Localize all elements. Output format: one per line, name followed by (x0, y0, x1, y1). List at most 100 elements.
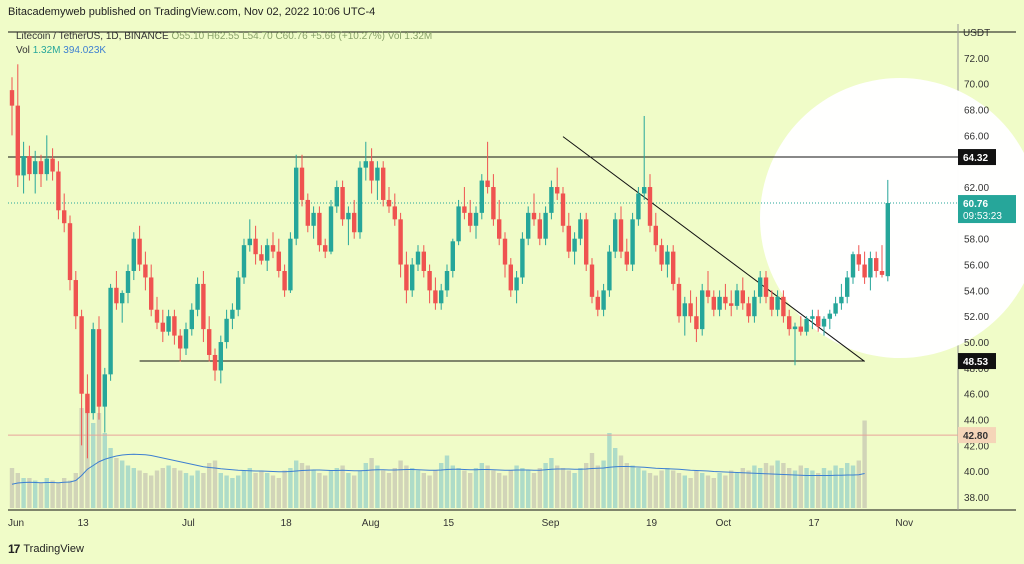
y-tick-label: 66.00 (964, 131, 989, 142)
candle-body (694, 316, 699, 330)
candle-body (357, 167, 363, 233)
volume-bar (50, 480, 55, 508)
currency-label: USDT (963, 28, 990, 39)
candle-body (62, 210, 67, 224)
highlight-circle (760, 78, 1024, 358)
volume-bar (711, 478, 716, 508)
volume-bar (33, 480, 38, 508)
volume-bar (154, 470, 160, 508)
volume-bar (775, 460, 780, 508)
volume-bar (781, 463, 786, 508)
volume-bar (850, 465, 856, 508)
candle-body (543, 212, 548, 239)
volume-bar (740, 468, 745, 508)
volume-bar (845, 463, 850, 508)
candle-body (85, 393, 90, 414)
candle-body (839, 296, 844, 304)
volume-bar (357, 470, 363, 508)
volume-bar (758, 468, 763, 508)
volume-bar (531, 473, 537, 508)
volume-bar (560, 468, 566, 508)
volume-bar (636, 468, 641, 508)
volume-bar (73, 473, 78, 508)
volume-bar (311, 470, 316, 508)
volume-bar (462, 470, 467, 508)
candle-body (845, 277, 850, 297)
candle-body (328, 206, 334, 252)
candle-body (676, 283, 682, 317)
volume-bar (276, 478, 281, 508)
candle-body (821, 318, 827, 327)
candle-body (624, 251, 629, 265)
candle-body (810, 316, 815, 319)
candle-body (108, 287, 113, 375)
price-chart[interactable]: 38.00 40.00 42.00 44.00 46.00 48.00 50.00 52.00… (0, 24, 1024, 534)
candle-body (589, 264, 595, 297)
candle-body (497, 219, 502, 239)
current-price-label: 60.76 (963, 199, 988, 210)
level-label-64-box (958, 149, 996, 166)
candle-body (288, 238, 293, 291)
volume-bar (729, 470, 734, 508)
volume-bar (630, 465, 635, 508)
x-tick-label: 19 (646, 518, 658, 529)
x-tick-label: 13 (78, 518, 90, 529)
volume-bar (862, 420, 867, 508)
candle-body (172, 316, 177, 336)
candle-body (427, 271, 432, 291)
candle-body (705, 290, 711, 297)
candle-body (102, 374, 107, 407)
volume-bar (456, 468, 461, 508)
open-value: O55.10 (171, 31, 205, 42)
volume-bar (386, 473, 392, 508)
footer-brand[interactable]: 17 TradingView (8, 542, 84, 556)
volume-bar (485, 465, 490, 508)
volume-bar (839, 468, 844, 508)
volume-bar (212, 460, 218, 508)
candle-body (317, 212, 322, 246)
candle-body (404, 264, 409, 291)
candle-body (79, 316, 84, 394)
volume-bar (346, 473, 351, 508)
volume-bar (230, 478, 235, 508)
candle-body (717, 296, 722, 310)
volume-bar (856, 460, 861, 508)
candle-body (352, 212, 357, 233)
volume-bar (827, 470, 832, 508)
candle-body (38, 161, 44, 175)
candle-body (154, 309, 160, 323)
volume-bar (676, 473, 682, 508)
candle-body (363, 161, 368, 168)
trendline (562, 136, 865, 362)
volume-bar (67, 480, 73, 508)
candle-body (508, 264, 513, 291)
volume-bar (253, 473, 258, 508)
volume-bar (595, 465, 600, 508)
y-tick-label: 56.00 (964, 261, 989, 272)
candle-body (346, 212, 351, 220)
volume-bar (613, 448, 618, 508)
volume-bar (201, 473, 206, 508)
chart-area[interactable]: 38.00 40.00 42.00 44.00 46.00 48.00 50.00 52.00… (0, 24, 1024, 534)
volume-bar (334, 468, 339, 508)
volume-bar (415, 470, 421, 508)
candle-body (439, 290, 444, 304)
candle-body (96, 329, 102, 407)
brand-name: TradingView (23, 543, 84, 555)
volume-bar (543, 463, 548, 508)
volume-bar (363, 463, 368, 508)
candle-body (792, 326, 798, 330)
change-value: +5.66 (+10.27%) (310, 31, 385, 42)
volume-bar (618, 455, 624, 508)
candle-body (775, 296, 780, 310)
volume-bar (183, 473, 189, 508)
candle-body (555, 187, 560, 194)
volume-bar (27, 478, 32, 508)
volume-bar (468, 473, 473, 508)
volume-bar (700, 473, 705, 508)
candle-body (247, 238, 252, 246)
volume-bar (131, 468, 136, 508)
low-value: L54.70 (242, 31, 273, 42)
candle-body (804, 318, 809, 332)
volume-bar (299, 463, 305, 508)
